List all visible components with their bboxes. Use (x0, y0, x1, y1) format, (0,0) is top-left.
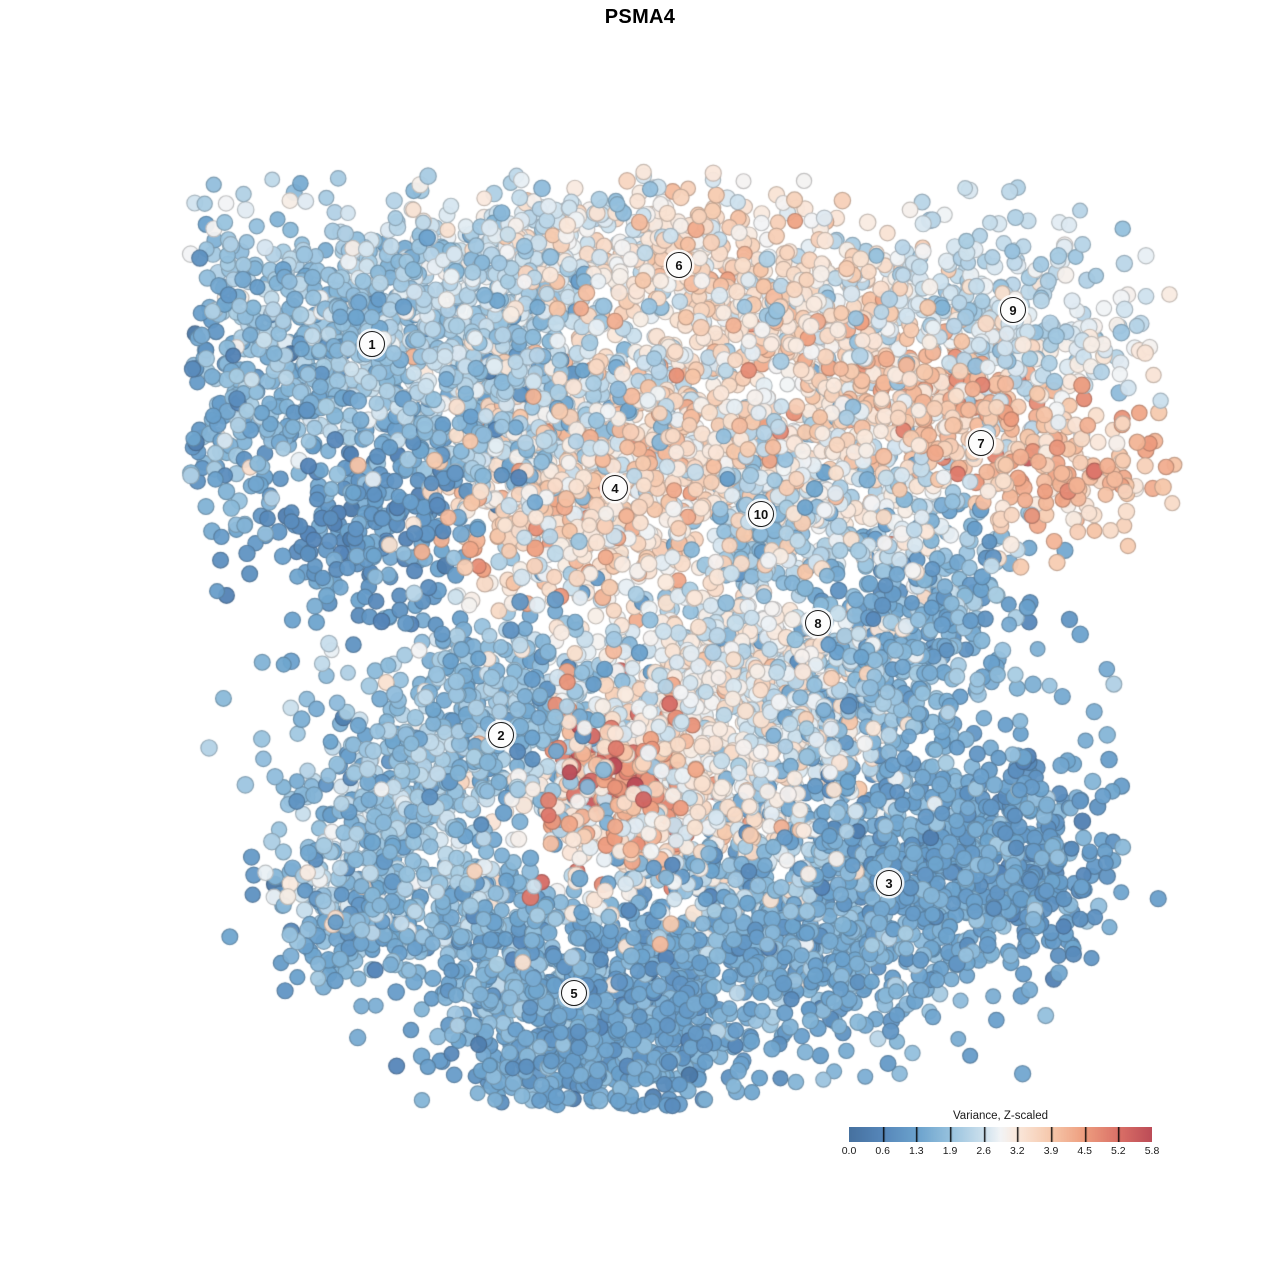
colorbar-tick-label: 4.5 (1077, 1145, 1092, 1157)
colorbar-tick-label: 3.2 (1010, 1145, 1025, 1157)
colorbar-tick-label: 0.0 (841, 1145, 857, 1157)
colorbar-tick-label: 2.6 (976, 1145, 991, 1157)
colorbar-legend: Variance, Z-scaled 0.0 0.6 1.3 1.9 2.6 3.2 3.9… (842, 1110, 1160, 1159)
colorbar-gradient (849, 1127, 1152, 1142)
colorbar-tick-label: 3.9 (1043, 1145, 1059, 1157)
colorbar-tick-label: 1.9 (942, 1145, 958, 1157)
colorbar-tick-label: 0.6 (875, 1145, 890, 1157)
legend-title: Variance, Z-scaled (952, 1110, 1049, 1122)
colorbar-tick-label: 5.8 (1144, 1145, 1160, 1157)
colorbar-tick-labels: 0.0 0.6 1.3 1.9 2.6 3.2 3.9 4.5 5.2 5.8 (842, 1145, 1160, 1159)
colorbar-tick-label: 1.3 (909, 1145, 924, 1157)
colorbar-tick-label: 5.2 (1111, 1145, 1126, 1157)
